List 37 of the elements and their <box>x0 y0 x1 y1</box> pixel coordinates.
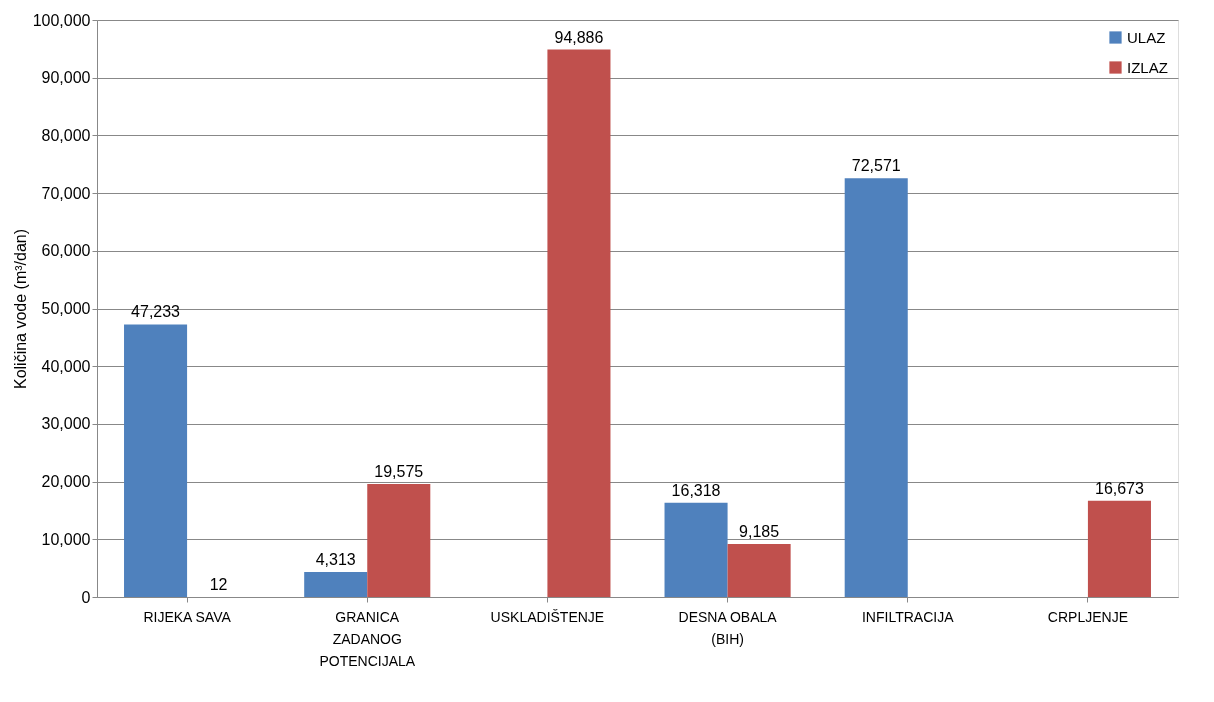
data-label: 47,233 <box>131 303 181 321</box>
y-tick-label: 40,000 <box>41 357 91 375</box>
x-tick-label: INFILTRACIJA <box>861 608 955 625</box>
x-tick-label: RIJEKA SAVA <box>143 608 232 625</box>
bar <box>367 484 431 597</box>
y-tick-label: 0 <box>81 588 91 606</box>
bar <box>844 178 908 597</box>
x-tick-label: CRPLJENJE <box>1047 608 1128 625</box>
y-tick-label: 70,000 <box>41 184 91 202</box>
bar <box>304 572 368 597</box>
legend-label: IZLAZ <box>1127 58 1168 76</box>
y-tick-label: 30,000 <box>41 415 91 433</box>
bar <box>547 49 611 597</box>
y-tick-label: 90,000 <box>41 69 91 87</box>
x-tick-label: GRANICA ZADANOG POTENCIJALA <box>319 608 416 669</box>
x-tick-label: USKLADIŠTENJE <box>490 608 605 625</box>
data-label: 9,185 <box>739 523 780 540</box>
y-tick-label: 20,000 <box>41 473 91 491</box>
x-tick-label: DESNA OBALA (BIH) <box>678 608 778 647</box>
data-label: 4,313 <box>315 551 356 569</box>
legend-label: ULAZ <box>1127 28 1166 46</box>
data-label: 16,318 <box>671 481 721 499</box>
bar <box>727 544 791 597</box>
y-axis-title: Količina vode (m³/dan) <box>11 228 29 390</box>
data-label: 16,673 <box>1094 479 1145 497</box>
y-tick-label: 100,000 <box>32 11 91 29</box>
bar <box>1087 500 1151 597</box>
y-tick-label: 10,000 <box>41 530 91 548</box>
data-label: 94,886 <box>554 28 604 46</box>
data-label: 72,571 <box>851 157 901 175</box>
bar <box>124 324 188 597</box>
y-tick-label: 60,000 <box>41 242 91 260</box>
data-label: 12 <box>209 575 228 593</box>
y-tick-label: 80,000 <box>41 126 91 144</box>
bar <box>664 502 728 597</box>
y-tick-label: 50,000 <box>41 300 91 317</box>
data-label: 19,575 <box>374 463 424 481</box>
